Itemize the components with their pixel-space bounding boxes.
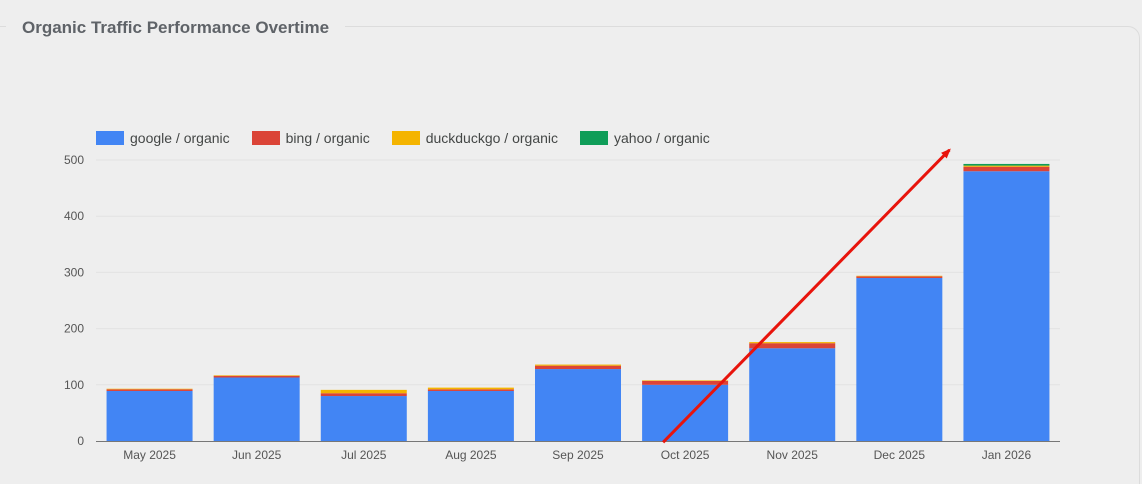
y-tick-label-400: 400: [64, 209, 84, 223]
x-tick-label: Jan 2026: [982, 448, 1032, 462]
bar-google-jun-2025[interactable]: [213, 377, 300, 441]
bar-bing-dec-2025[interactable]: [856, 276, 943, 279]
bar-google-nov-2025[interactable]: [749, 348, 836, 441]
bar-stack-jul-2025[interactable]: [320, 389, 407, 441]
legend-label-duckduckgo: duckduckgo / organic: [425, 130, 559, 146]
bar-stack-oct-2025[interactable]: [642, 380, 729, 441]
x-tick-label: Dec 2025: [874, 448, 926, 462]
bar-bing-aug-2025[interactable]: [427, 389, 514, 391]
bar-stack-nov-2025[interactable]: [749, 342, 836, 441]
bar-duckduckgo-may-2025[interactable]: [106, 388, 193, 390]
bar-google-jul-2025[interactable]: [320, 396, 407, 441]
legend-swatch-yahoo: [580, 131, 609, 145]
bar-duckduckgo-sep-2025[interactable]: [535, 364, 621, 366]
legend-label-google: google / organic: [130, 130, 230, 146]
x-tick-label: Nov 2025: [767, 448, 819, 462]
bar-google-jan-2026[interactable]: [963, 171, 1050, 442]
bar-bing-may-2025[interactable]: [106, 389, 193, 391]
bars-layer: [106, 163, 1050, 442]
chart-card: [0, 26, 1140, 484]
chart-title-wrap: Organic Traffic Performance Overtime: [6, 14, 346, 42]
bar-stack-may-2025[interactable]: [106, 388, 193, 441]
annotation-layer: [662, 148, 951, 444]
bar-bing-nov-2025[interactable]: [749, 343, 836, 349]
y-tick-label-100: 100: [64, 378, 84, 392]
y-tick-label-200: 200: [64, 322, 84, 336]
bar-bing-sep-2025[interactable]: [535, 365, 621, 370]
bar-stack-aug-2025[interactable]: [427, 387, 514, 441]
bar-duckduckgo-dec-2025[interactable]: [856, 275, 943, 277]
bar-bing-jan-2026[interactable]: [963, 166, 1050, 172]
x-tick-label: Oct 2025: [661, 448, 710, 462]
bar-duckduckgo-oct-2025[interactable]: [642, 380, 729, 381]
legend-item-duckduckgo[interactable]: duckduckgo / organic: [391, 130, 559, 146]
y-tick-label-300: 300: [64, 265, 84, 279]
axis-layer: 0 100 200 300 400 500 May 2025 Jun 2025 Jul 2025…: [64, 153, 1060, 462]
legend-item-bing[interactable]: bing / organic: [251, 130, 370, 146]
bar-duckduckgo-jun-2025[interactable]: [213, 375, 300, 376]
bar-google-aug-2025[interactable]: [427, 390, 514, 441]
bar-stack-sep-2025[interactable]: [535, 364, 621, 441]
bar-stack-jan-2026[interactable]: [963, 163, 1050, 442]
legend-swatch-google: [96, 131, 124, 145]
bar-google-sep-2025[interactable]: [535, 369, 621, 441]
bar-duckduckgo-jul-2025[interactable]: [320, 389, 407, 394]
legend-swatch-bing: [251, 131, 280, 145]
x-tick-label: Sep 2025: [552, 448, 604, 462]
legend-swatch-duckduckgo: [391, 131, 420, 145]
bar-bing-jun-2025[interactable]: [213, 375, 300, 378]
legend-label-yahoo: yahoo / organic: [614, 130, 710, 146]
bar-duckduckgo-aug-2025[interactable]: [427, 387, 514, 390]
bar-stack-jun-2025[interactable]: [213, 375, 300, 441]
x-tick-label: Jul 2025: [341, 448, 387, 462]
bar-google-may-2025[interactable]: [106, 390, 193, 441]
x-tick-label: May 2025: [123, 448, 176, 462]
y-tick-label-500: 500: [64, 153, 84, 167]
chart-title: Organic Traffic Performance Overtime: [22, 18, 330, 37]
bar-stack-dec-2025[interactable]: [856, 275, 943, 441]
legend-item-google[interactable]: google / organic: [96, 130, 230, 146]
bar-bing-jul-2025[interactable]: [320, 393, 407, 397]
bar-yahoo-jan-2026[interactable]: [963, 163, 1050, 166]
chart-legend: google / organic bing / organic duckduck…: [96, 128, 732, 148]
legend-item-yahoo[interactable]: yahoo / organic: [580, 130, 710, 146]
trend-arrow: [662, 148, 951, 444]
y-tick-label-0: 0: [77, 434, 84, 448]
bar-google-oct-2025[interactable]: [642, 384, 729, 441]
x-tick-label: Jun 2025: [232, 448, 282, 462]
bar-bing-oct-2025[interactable]: [642, 380, 729, 385]
legend-label-bing: bing / organic: [285, 130, 370, 146]
bar-duckduckgo-nov-2025[interactable]: [749, 342, 836, 344]
bar-duckduckgo-jan-2026[interactable]: [963, 165, 1050, 167]
x-tick-label: Aug 2025: [445, 448, 497, 462]
bar-google-dec-2025[interactable]: [856, 278, 943, 441]
